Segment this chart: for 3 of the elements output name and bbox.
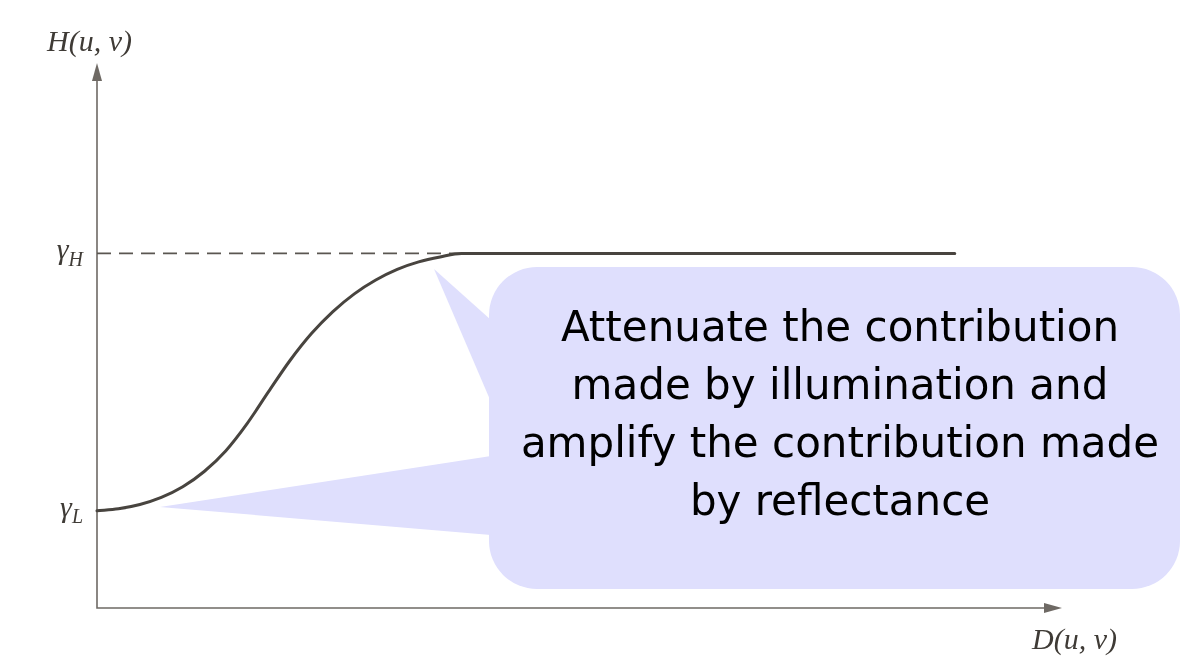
- annotation: Attenuate the contribution made by illumination and amplify the contribution made by reflectance: [519, 301, 1161, 527]
- x-axis-title: D(u, v): [1031, 622, 1118, 656]
- text: H(u, v): [46, 24, 132, 58]
